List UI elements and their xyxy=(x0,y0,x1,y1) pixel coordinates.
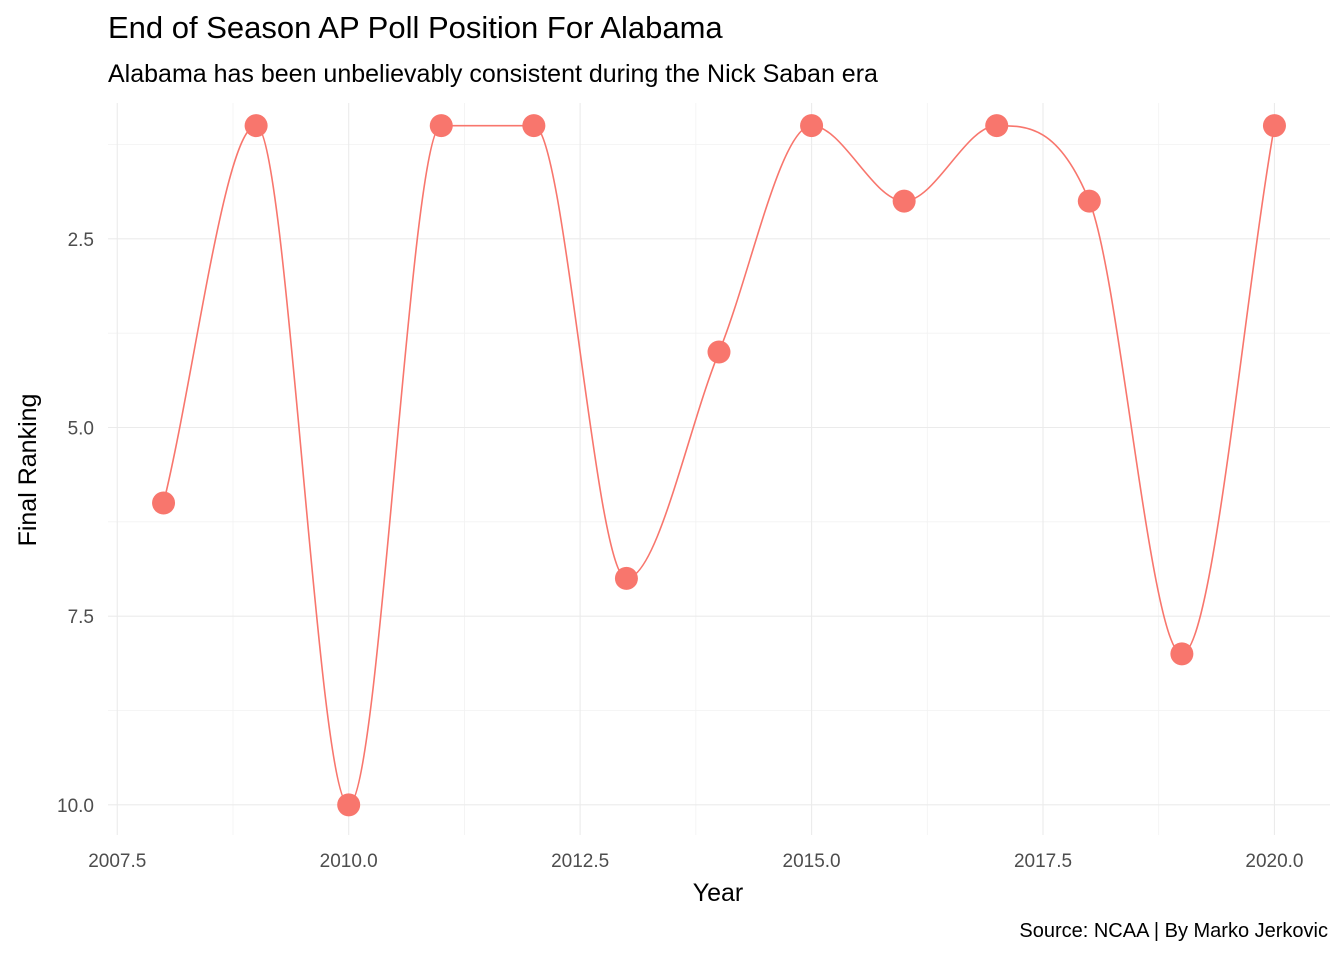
x-tick-label: 2012.5 xyxy=(551,851,609,872)
data-point xyxy=(244,114,268,138)
data-points xyxy=(152,114,1286,817)
x-tick-label: 2015.0 xyxy=(783,851,841,872)
x-tick-label: 2020.0 xyxy=(1245,851,1303,872)
y-tick-label: 2.5 xyxy=(68,230,94,251)
ranking-line xyxy=(162,124,1276,806)
data-point xyxy=(1077,189,1101,213)
data-point xyxy=(152,491,176,515)
chart-subtitle: Alabama has been unbelievably consistent… xyxy=(108,60,878,88)
x-axis-title: Year xyxy=(693,879,744,907)
data-point xyxy=(429,114,453,138)
data-point xyxy=(985,114,1009,138)
y-tick-label: 10.0 xyxy=(57,796,94,817)
x-axis-ticks: 2007.5 2010.0 2012.5 2015.0 2017.5 2020.0 xyxy=(88,851,1303,872)
y-axis-ticks: 2.5 5.0 7.5 10.0 xyxy=(57,230,94,817)
x-tick-label: 2010.0 xyxy=(320,851,378,872)
x-tick-label: 2017.5 xyxy=(1014,851,1072,872)
data-point xyxy=(1170,642,1194,666)
x-tick-label: 2007.5 xyxy=(88,851,146,872)
data-point xyxy=(800,114,824,138)
y-tick-label: 7.5 xyxy=(68,607,94,628)
y-axis-title: Final Ranking xyxy=(14,394,42,547)
data-point xyxy=(337,793,361,817)
data-point xyxy=(707,340,731,364)
y-tick-label: 5.0 xyxy=(68,418,94,439)
data-point xyxy=(522,114,546,138)
chart-title: End of Season AP Poll Position For Alaba… xyxy=(108,10,723,45)
data-point xyxy=(614,566,638,590)
data-point xyxy=(892,189,916,213)
grid-lines xyxy=(108,103,1330,835)
data-point xyxy=(1262,114,1286,138)
chart-caption: Source: NCAA | By Marko Jerkovic xyxy=(1019,920,1328,942)
series-line xyxy=(162,124,1276,806)
